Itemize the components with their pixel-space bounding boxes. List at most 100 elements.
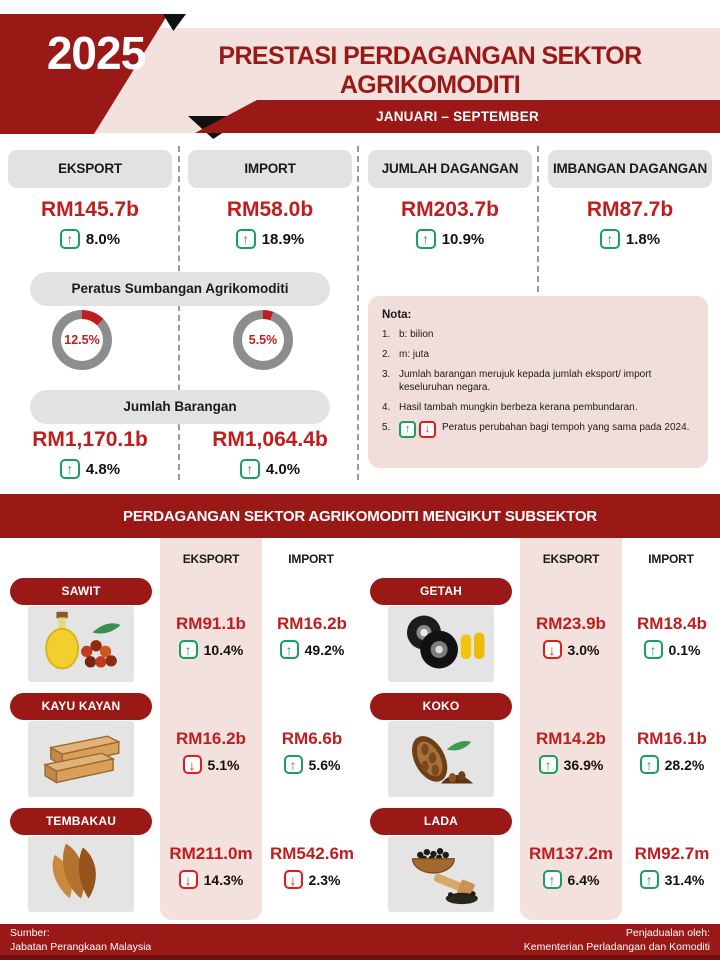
change-value: 10.9% (441, 230, 485, 248)
sawit-image (28, 606, 134, 682)
donut-value-label: 5.5% (248, 333, 278, 347)
change-value: 31.4% (664, 871, 705, 888)
eksport-value: RM23.9b (536, 614, 606, 633)
change-arrow-icon (279, 640, 299, 659)
change-arrow-icon (239, 459, 260, 479)
card-jumlah-dagangan: JUMLAH DAGANGAN RM203.7b 10.9% (360, 145, 540, 249)
nota-text: b: bilion (399, 329, 434, 340)
lada-image (388, 836, 494, 912)
change-value: 5.6% (308, 756, 341, 773)
pepper-icon (393, 838, 489, 911)
jumlah-barangan-import: RM1,064.4b 4.0% (180, 428, 360, 479)
nota-box: Nota: 1. b: bilion 2. m: juta 3. Jumlah bar… (368, 296, 708, 468)
getah-image (388, 606, 494, 682)
col-header-eksport: EKSPORT (542, 552, 600, 566)
page-title: PRESTASI PERDAGANGAN SEKTOR AGRIKOMODITI (218, 42, 642, 99)
jumlah-barangan-title: Jumlah Barangan (30, 390, 330, 424)
subsector-pill-lada: LADA (370, 808, 512, 835)
col-header-import: IMPORT (648, 552, 694, 566)
change-value: 5.1% (207, 756, 240, 773)
source-label: Sumber: (10, 927, 50, 939)
eksport-value: RM137.2m (528, 844, 614, 863)
tembakau-image (28, 836, 134, 912)
palm-oil-icon (33, 608, 129, 681)
dashed-divider (178, 146, 180, 480)
jb-value: RM1,064.4b (212, 428, 328, 451)
change-value: 0.1% (668, 641, 701, 658)
cocoa-icon (393, 723, 489, 796)
change-arrow-icon (59, 459, 80, 479)
nota-number: 3. (382, 369, 391, 380)
card-label: EKSPORT (8, 150, 172, 188)
eksport-value: RM16.2b (176, 729, 246, 748)
subsector-pill-sawit: SAWIT (10, 578, 152, 605)
import-value: RM16.1b (637, 729, 707, 748)
change-value: 8.0% (85, 230, 121, 248)
kayu-kayan-image (28, 721, 134, 797)
change-value: 10.4% (203, 641, 244, 658)
jb-value: RM1,170.1b (32, 428, 148, 451)
nota-title: Nota: (382, 309, 412, 321)
period-banner: JANUARI – SEPTEMBER (195, 100, 720, 133)
change-value: 6.4% (567, 871, 600, 888)
donut-value-label: 12.5% (64, 333, 100, 347)
change-arrow-icon (599, 229, 620, 249)
change-arrow-icon (178, 870, 198, 889)
subsector-pill-getah: GETAH (370, 578, 512, 605)
change-arrow-icon (59, 229, 80, 249)
change-value: 3.0% (567, 641, 600, 658)
change-arrow-icon (283, 755, 303, 774)
change-arrow-icon (643, 640, 663, 659)
nota-text: Hasil tambah mungkin berbeza kerana pemb… (399, 402, 638, 413)
change-arrow-icon (415, 229, 436, 249)
eksport-value: RM14.2b (536, 729, 606, 748)
card-eksport: EKSPORT RM145.7b 8.0% (0, 145, 180, 249)
change-arrow-icon (178, 640, 198, 659)
nota-number: 4. (382, 402, 391, 413)
change-arrow-icon (639, 755, 659, 774)
change-value: 1.8% (625, 230, 661, 248)
change-value: 14.3% (203, 871, 244, 888)
prepared-by-value: Kementerian Perladangan dan Komoditi (523, 940, 710, 953)
rubber-icon (393, 608, 489, 681)
card-label: JUMLAH DAGANGAN (368, 150, 532, 188)
contribution-title: Peratus Sumbangan Agrikomoditi (30, 272, 330, 306)
eksport-value: RM91.1b (176, 614, 246, 633)
source-value: Jabatan Perangkaan Malaysia (10, 940, 152, 953)
tobacco-icon (33, 838, 129, 911)
card-value: RM145.7b (40, 198, 140, 221)
subsector-banner: PERDAGANGAN SEKTOR AGRIKOMODITI MENGIKUT… (0, 494, 720, 538)
timber-icon (33, 723, 129, 796)
import-value: RM92.7m (634, 844, 710, 863)
year-label: 2025 (46, 27, 146, 79)
change-arrow-icon (538, 755, 558, 774)
import-value: RM542.6m (269, 844, 355, 863)
change-value: 36.9% (563, 756, 604, 773)
koko-image (388, 721, 494, 797)
import-value: RM6.6b (281, 729, 343, 748)
change-value: 2.3% (308, 871, 341, 888)
dashed-divider (357, 146, 359, 480)
change-value: 4.0% (265, 460, 301, 478)
nota-number: 2. (382, 349, 391, 360)
import-value: RM18.4b (637, 614, 707, 633)
change-arrow-icon (182, 755, 202, 774)
change-arrow-icon (542, 870, 562, 889)
jumlah-barangan-eksport: RM1,170.1b 4.8% (0, 428, 180, 479)
change-arrow-icon (639, 870, 659, 889)
card-imbangan-dagangan: IMBANGAN DAGANGAN RM87.7b 1.8% (540, 145, 720, 249)
nota-text: m: juta (399, 349, 430, 360)
subsector-pill-tembakau: TEMBAKAU (10, 808, 152, 835)
subsector-title: PERDAGANGAN SEKTOR AGRIKOMODITI MENGIKUT… (123, 507, 597, 525)
col-header-import: IMPORT (288, 552, 334, 566)
donut-chart-eksport: 12.5% (52, 310, 112, 370)
nota-text: Jumlah barangan merujuk kepada jumlah ek… (399, 369, 652, 393)
change-value: 18.9% (261, 230, 305, 248)
up-arrow-icon: ↑ (399, 421, 416, 438)
nota-text: Peratus perubahan bagi tempoh yang sama … (442, 422, 690, 433)
change-arrow-icon (283, 870, 303, 889)
subsector-pill-kayu-kayan: KAYU KAYAN (10, 693, 152, 720)
eksport-highlight-band-left (160, 538, 262, 920)
card-label: IMPORT (188, 150, 352, 188)
